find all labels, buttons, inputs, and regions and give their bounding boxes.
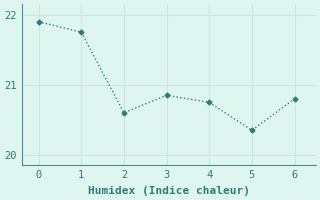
X-axis label: Humidex (Indice chaleur): Humidex (Indice chaleur) [88,186,250,196]
